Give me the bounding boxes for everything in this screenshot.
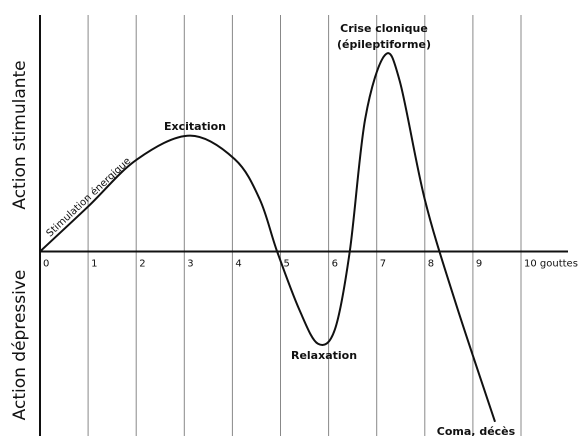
annotation: (épileptiforme): [337, 38, 431, 51]
annotation: Coma, décès: [437, 425, 516, 436]
x-tick-label: 7: [380, 259, 386, 270]
annotation: Crise clonique: [340, 22, 428, 35]
x-tick-label: 0: [43, 259, 49, 270]
x-tick-label: 6: [332, 259, 338, 270]
curve: [39, 52, 496, 423]
y-axis-label: Action stimulante: [10, 60, 30, 209]
annotation: Relaxation: [291, 349, 357, 362]
annotation: Excitation: [164, 120, 226, 133]
x-tick-label: 2: [139, 259, 145, 270]
x-tick-label: 5: [284, 259, 290, 270]
x-tick-label: 10 gouttes: [524, 259, 578, 270]
x-tick-label: 3: [187, 259, 193, 270]
x-tick-label: 1: [91, 259, 97, 270]
y-axis-label: Action dépressive: [10, 270, 30, 421]
x-tick-label: 9: [476, 259, 482, 270]
x-tick-label: 4: [235, 259, 241, 270]
x-tick-label: 8: [428, 259, 434, 270]
